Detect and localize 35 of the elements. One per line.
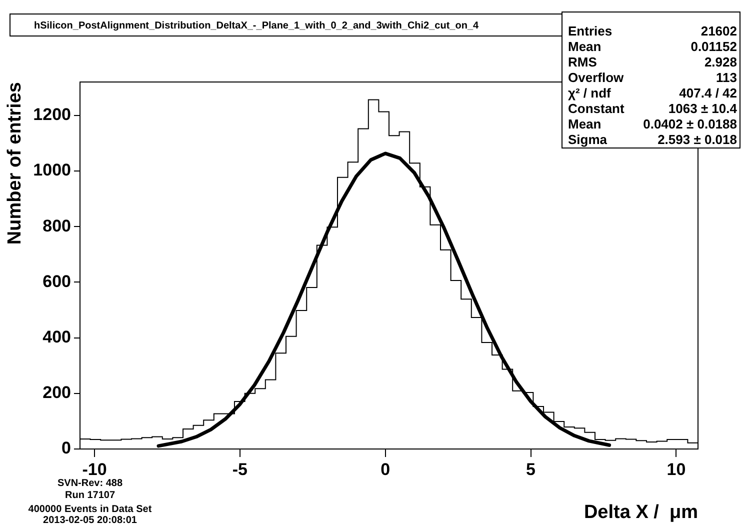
x-tick-label: 0 (380, 460, 390, 479)
y-tick-label: 0 (62, 438, 71, 458)
text: 113 (716, 70, 737, 85)
y-tick-label: 1000 (33, 160, 71, 180)
annotation: Mean (568, 116, 602, 132)
y-tick-label: 1200 (33, 105, 71, 124)
annotation: Constant (568, 100, 625, 116)
y-tick-label: 600 (42, 272, 71, 291)
annotation: χ² / ndf (568, 85, 612, 100)
y-tick-label: 200 (42, 383, 71, 402)
annotation: 1063 ± 10.4 (668, 100, 738, 116)
annotation: Overflow (568, 70, 625, 85)
x-axis-title: Delta X / μm (584, 502, 698, 523)
text: 2.928 (704, 54, 737, 70)
text: 0.01152 (690, 38, 737, 54)
text: 2013-02-05 20:08:01 (43, 514, 138, 526)
y-tick-label: 400 (42, 327, 71, 346)
text: Run 17107 (64, 490, 116, 501)
annotation: 2.593 ± 0.018 (658, 132, 737, 147)
text: 21602 (700, 23, 737, 38)
x-tick-label: -10 (82, 460, 107, 479)
text: RMS (568, 54, 598, 70)
chart-title: hSilicon_PostAlignment_Distribution_DeltaX_-_Plane_1_with_0_2_and_3with_Chi2_cut_on_4 (34, 20, 480, 32)
annotation: 407.4 / 42 (679, 85, 737, 100)
text: Entries (568, 23, 612, 38)
x-tick-label: -5 (232, 460, 248, 479)
x-tick-label: 10 (666, 460, 686, 479)
y-tick-label: 800 (42, 216, 71, 236)
text: SVN-Rev: 488 (57, 478, 123, 489)
annotation: 0.0402 ± 0.0188 (643, 116, 737, 132)
x-tick-label: 5 (526, 460, 536, 479)
y-axis-title: Number of entries (4, 82, 26, 245)
text: 400000 Events in Data Set (28, 504, 152, 515)
annotation: Sigma (568, 132, 608, 147)
text: Mean (568, 38, 602, 54)
